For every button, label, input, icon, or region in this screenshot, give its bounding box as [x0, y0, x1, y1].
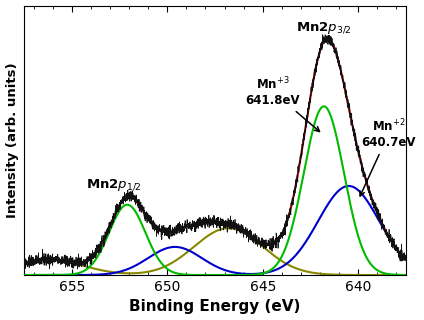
Y-axis label: Intensity (arb. units): Intensity (arb. units) — [6, 62, 19, 218]
Text: Mn$^{+3}$
641.8eV: Mn$^{+3}$ 641.8eV — [245, 76, 320, 132]
Text: Mn$^{+2}$
640.7eV: Mn$^{+2}$ 640.7eV — [360, 117, 416, 196]
Text: Mn2$p_{3/2}$: Mn2$p_{3/2}$ — [296, 21, 352, 36]
Text: Mn2$p_{1/2}$: Mn2$p_{1/2}$ — [86, 178, 142, 193]
X-axis label: Binding Energy (eV): Binding Energy (eV) — [129, 300, 301, 315]
